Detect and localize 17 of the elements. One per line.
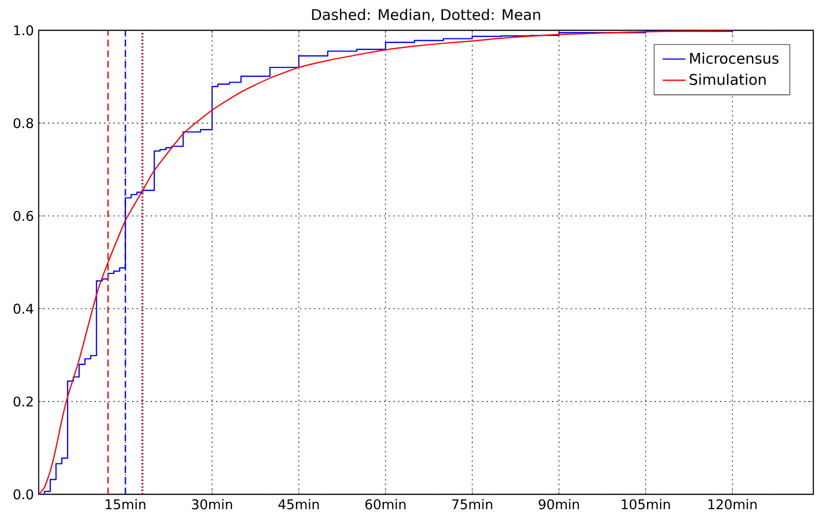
x-tick-label: 15min [106, 499, 146, 510]
y-tick-label: 1.0 [14, 25, 34, 36]
y-tick-label: 0.8 [14, 118, 34, 128]
y-tick-label: 0.6 [14, 210, 34, 221]
x-tick-label: 90min [538, 499, 579, 510]
x-tick-label: 75min [452, 499, 492, 510]
y-tick-label: 0.4 [14, 304, 34, 314]
y-tick-label: 0.0 [14, 489, 34, 500]
y-tick-label: 0.2 [14, 396, 33, 407]
legend-label: Simulation [690, 74, 766, 86]
x-tick-label: 105min [622, 499, 670, 510]
x-tick-label: 45min [278, 499, 319, 510]
chart-title: Dashed: Median, Dotted: Mean [312, 8, 540, 22]
x-tick-label: 60min [365, 499, 406, 510]
x-tick-label: 30min [192, 499, 232, 510]
legend-label: Microcensus [690, 52, 778, 64]
x-tick-label: 120min [708, 499, 757, 510]
